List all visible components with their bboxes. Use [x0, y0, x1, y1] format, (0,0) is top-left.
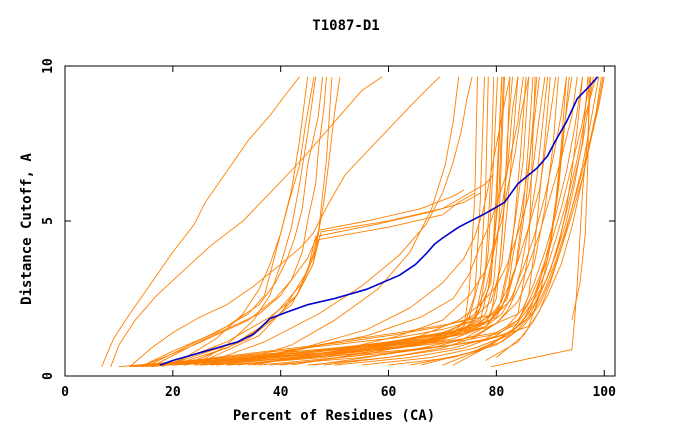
model-curve-11: [183, 174, 495, 366]
x-tick-label-100: 100: [592, 385, 616, 400]
model-curve-37: [129, 76, 495, 368]
model-curve-5: [145, 76, 324, 368]
chart-title: T1087-D1: [312, 18, 379, 34]
x-tick-label-60: 60: [381, 385, 397, 400]
model-curve-23: [361, 76, 597, 366]
model-curve-50: [172, 76, 527, 366]
model-curve-1: [101, 76, 300, 367]
x-tick-label-40: 40: [273, 385, 289, 400]
x-axis-label: Percent of Residues (CA): [233, 408, 435, 424]
highlighted-model-curve: [159, 76, 599, 366]
model-curve-55: [490, 76, 592, 368]
model-curve-10: [167, 192, 481, 366]
plot-frame: [64, 65, 616, 377]
model-curve-19: [226, 76, 567, 366]
model-curve-7: [151, 76, 327, 368]
model-curve-18: [199, 76, 557, 366]
y-tick-label-0: 0: [41, 372, 56, 380]
model-curve-45: [162, 76, 551, 366]
ticks-layer: 0 20 40 60 80 100 0 5 10: [41, 58, 616, 400]
model-curve-56: [571, 76, 590, 321]
model-curve-36: [183, 76, 505, 366]
model-curve-22: [334, 76, 592, 366]
model-curve-33: [291, 76, 530, 366]
model-curve-60: [199, 76, 473, 366]
model-curve-21: [307, 76, 584, 366]
y-tick-label-10: 10: [41, 58, 56, 74]
model-curve-12: [194, 189, 465, 366]
model-curve-47: [259, 76, 573, 366]
x-tick-label-0: 0: [61, 385, 69, 400]
y-axis-label: Distance Cutoff, A: [19, 153, 35, 305]
model-curve-57: [172, 76, 309, 366]
model-curve-49: [129, 76, 503, 368]
model-curve-14: [215, 76, 524, 366]
model-curve-54: [323, 76, 559, 366]
model-curve-34: [145, 76, 503, 366]
model-curve-53: [312, 76, 534, 366]
x-tick-label-80: 80: [489, 385, 505, 400]
series-layer: [101, 76, 605, 368]
model-curve-28: [452, 76, 584, 366]
model-curve-4: [140, 76, 315, 368]
model-curve-58: [194, 76, 317, 366]
model-curve-44: [140, 76, 570, 368]
model-curve-9: [172, 192, 476, 366]
model-curve-20: [269, 76, 578, 366]
model-curve-31: [205, 76, 549, 366]
y-tick-label-5: 5: [41, 217, 56, 225]
model-curve-3: [129, 76, 441, 368]
model-curve-59: [226, 76, 460, 366]
model-curve-16: [280, 76, 519, 366]
model-curve-24: [388, 76, 602, 366]
x-tick-label-20: 20: [165, 385, 181, 400]
model-curve-41: [194, 76, 498, 366]
model-curve-2: [110, 76, 383, 367]
model-curve-6: [140, 76, 333, 368]
